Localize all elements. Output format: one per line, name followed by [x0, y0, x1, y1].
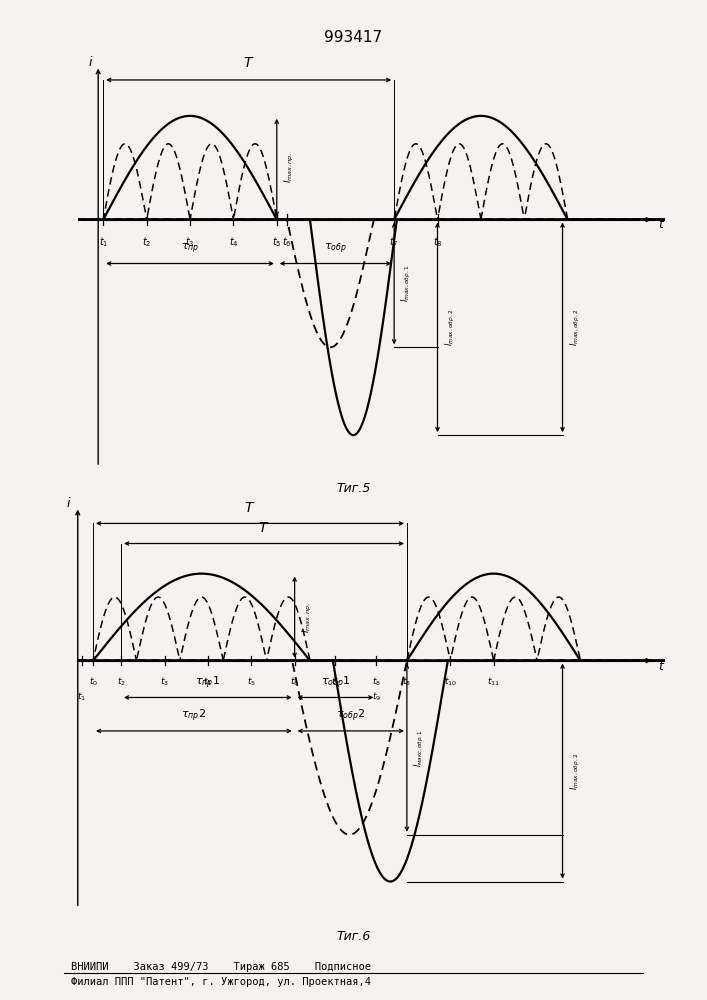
- Text: $\tau_{\it{обр}}$: $\tau_{\it{обр}}$: [324, 241, 347, 256]
- Text: $I_{\it{макс.обр.1}}$: $I_{\it{макс.обр.1}}$: [413, 729, 426, 767]
- Text: $\tau_{\it{пр}}1$: $\tau_{\it{пр}}1$: [195, 674, 221, 691]
- Text: $t_5$: $t_5$: [247, 675, 256, 688]
- Text: $t_3$: $t_3$: [185, 235, 195, 249]
- Text: $I_{max.\it{обр.2}}$: $I_{max.\it{обр.2}}$: [568, 309, 582, 346]
- Text: $t_1$: $t_1$: [77, 691, 86, 703]
- Text: $I_{max.\it{обр.2}}$: $I_{max.\it{обр.2}}$: [443, 309, 457, 346]
- Text: $t_0$: $t_0$: [88, 675, 98, 688]
- Text: $t_{11}$: $t_{11}$: [487, 675, 500, 688]
- Text: $t_6$: $t_6$: [282, 235, 292, 249]
- Text: $I_{max.\it{пр.}}$: $I_{max.\it{пр.}}$: [300, 602, 314, 633]
- Text: $I_{max.\it{обр.2}}$: $I_{max.\it{обр.2}}$: [568, 752, 582, 790]
- Text: $t$: $t$: [658, 660, 666, 672]
- Text: $T$: $T$: [243, 56, 255, 70]
- Text: $\tau_{\it{обр}}1$: $\tau_{\it{обр}}1$: [321, 674, 350, 691]
- Text: Τиг.5: Τиг.5: [337, 482, 370, 494]
- Text: $t_4$: $t_4$: [204, 675, 213, 688]
- Text: $i$: $i$: [66, 496, 71, 510]
- Text: $t$: $t$: [658, 218, 666, 231]
- Text: $t_9$: $t_9$: [372, 691, 381, 703]
- Text: Филиал ППП "Патент", г. Ужгород, ул. Проектная,4: Филиал ППП "Патент", г. Ужгород, ул. Про…: [71, 977, 370, 987]
- Text: $t_7$: $t_7$: [331, 675, 340, 688]
- Text: $t_5$: $t_5$: [272, 235, 281, 249]
- Text: $t_7$: $t_7$: [390, 235, 399, 249]
- Text: $\tau_{\it{пр}}$: $\tau_{\it{пр}}$: [181, 241, 199, 256]
- Text: $\tau_{\it{пр}}2$: $\tau_{\it{пр}}2$: [182, 708, 206, 724]
- Text: Τиг.6: Τиг.6: [337, 930, 370, 944]
- Text: $t_2$: $t_2$: [117, 675, 126, 688]
- Text: $t_8$: $t_8$: [402, 675, 411, 688]
- Text: $t_8$: $t_8$: [372, 675, 381, 688]
- Text: $t_3$: $t_3$: [160, 675, 169, 688]
- Text: $I_{max.\it{пр.}}$: $I_{max.\it{пр.}}$: [283, 152, 296, 183]
- Text: $t_8$: $t_8$: [433, 235, 443, 249]
- Text: $i$: $i$: [88, 55, 93, 69]
- Text: ВНИИПИ    Заказ 499/73    Тираж 685    Подписное: ВНИИПИ Заказ 499/73 Тираж 685 Подписное: [71, 962, 370, 972]
- Text: $t_6$: $t_6$: [290, 675, 299, 688]
- Text: $t_1$: $t_1$: [98, 235, 108, 249]
- Text: $T$: $T$: [258, 521, 269, 535]
- Text: 993417: 993417: [325, 29, 382, 44]
- Text: $t_2$: $t_2$: [142, 235, 151, 249]
- Text: $t_{10}$: $t_{10}$: [444, 675, 457, 688]
- Text: $T$: $T$: [245, 501, 256, 515]
- Text: $\tau_{\it{обр}}2$: $\tau_{\it{обр}}2$: [336, 708, 366, 724]
- Text: $I_{max.\it{обр.1}}$: $I_{max.\it{обр.1}}$: [400, 265, 414, 302]
- Text: $t_4$: $t_4$: [228, 235, 238, 249]
